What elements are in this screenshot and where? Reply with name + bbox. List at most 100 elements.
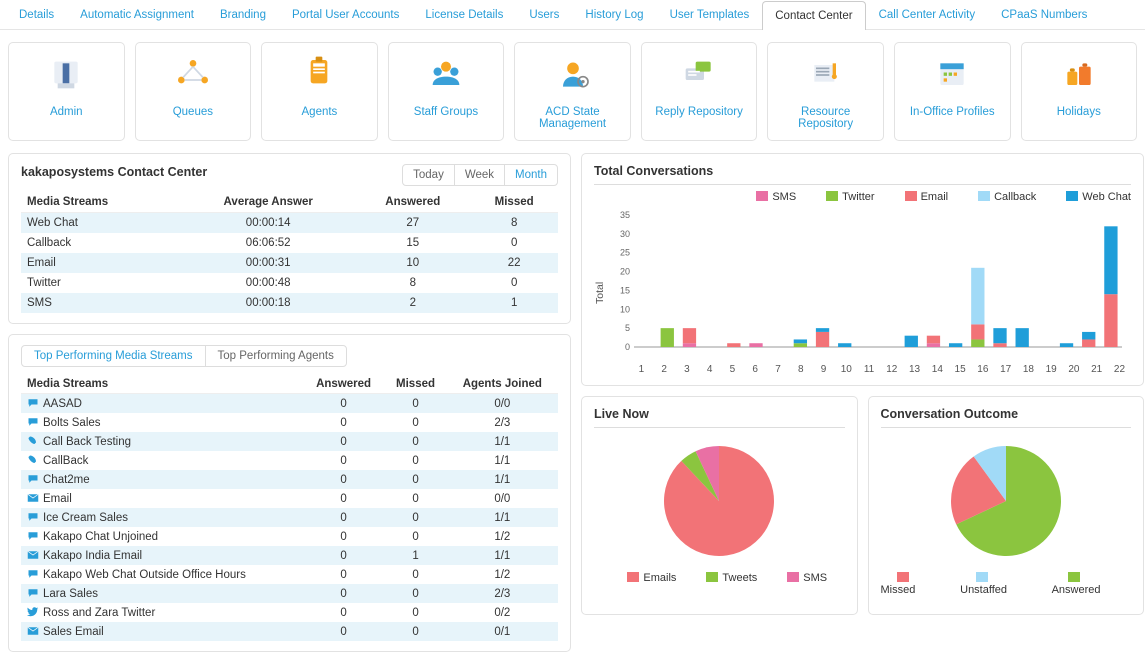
card-inoffice[interactable]: In-Office Profiles: [894, 42, 1011, 141]
tab-cpaas-numbers[interactable]: CPaaS Numbers: [988, 0, 1100, 29]
total-conversations-ylabel: Total: [594, 211, 606, 375]
tp-row[interactable]: Email000/0: [21, 489, 558, 508]
svg-text:35: 35: [620, 211, 630, 220]
summary-col: Missed: [470, 192, 558, 213]
legend-item: Tweets: [690, 572, 757, 584]
tp-row[interactable]: Bolts Sales002/3: [21, 413, 558, 432]
total-conversations-chart: 0 5 10 15 20 25 30 35: [606, 211, 1126, 361]
card-label: Staff Groups: [393, 106, 500, 118]
card-label: ACD State Management: [519, 106, 626, 130]
summary-col: Answered: [355, 192, 470, 213]
tp-tab-0[interactable]: Top Performing Media Streams: [22, 346, 205, 366]
outcome-title: Conversation Outcome: [881, 407, 1132, 428]
summary-table: Media StreamsAverage AnswerAnsweredMisse…: [21, 192, 558, 313]
summary-row[interactable]: Web Chat00:00:14278: [21, 213, 558, 234]
card-label: Queues: [140, 106, 247, 118]
summary-row[interactable]: Email00:00:311022: [21, 253, 558, 273]
tab-branding[interactable]: Branding: [207, 0, 279, 29]
summary-row[interactable]: Callback06:06:52150: [21, 233, 558, 253]
card-acd[interactable]: ACD State Management: [514, 42, 631, 141]
pie-row: Live Now Emails Tweets SMS Conversation Ou…: [581, 396, 1144, 615]
summary-panel: kakaposystems Contact Center TodayWeekMo…: [8, 153, 571, 324]
live-now-panel: Live Now Emails Tweets SMS: [581, 396, 858, 615]
tab-user-templates[interactable]: User Templates: [657, 0, 763, 29]
svg-text:30: 30: [620, 229, 630, 239]
range-today[interactable]: Today: [403, 165, 454, 185]
card-resource[interactable]: Resource Repository: [767, 42, 884, 141]
tp-tab-1[interactable]: Top Performing Agents: [205, 346, 346, 366]
card-reply[interactable]: Reply Repository: [641, 42, 758, 141]
tp-row[interactable]: Sales Email000/1: [21, 622, 558, 641]
summary-row[interactable]: SMS00:00:1821: [21, 293, 558, 313]
card-queues[interactable]: Queues: [135, 42, 252, 141]
tp-row[interactable]: Ice Cream Sales001/1: [21, 508, 558, 527]
card-label: Holidays: [1026, 106, 1133, 118]
total-conversations-legend: SMS Twitter Email Callback Web Chat: [594, 191, 1131, 203]
icon-card-row: Admin Queues Agents Staff Groups ACD State M…: [0, 30, 1145, 153]
card-label: Reply Repository: [646, 106, 753, 118]
tp-row[interactable]: AASAD000/0: [21, 394, 558, 414]
tp-row[interactable]: Ross and Zara Twitter000/2: [21, 603, 558, 622]
legend-item: Twitter: [810, 191, 874, 203]
legend-item: Email: [889, 191, 949, 203]
card-label: Admin: [13, 106, 120, 118]
legend-item: SMS: [740, 191, 796, 203]
live-now-title: Live Now: [594, 407, 845, 428]
summary-title: kakaposystems Contact Center: [21, 165, 207, 179]
range-week[interactable]: Week: [454, 165, 504, 185]
range-month[interactable]: Month: [504, 165, 557, 185]
top-tabs: DetailsAutomatic AssignmentBrandingPorta…: [0, 0, 1145, 30]
card-admin[interactable]: Admin: [8, 42, 125, 141]
tab-history-log[interactable]: History Log: [572, 0, 656, 29]
svg-text:5: 5: [625, 323, 630, 333]
total-conversations-title: Total Conversations: [594, 164, 1131, 185]
summary-col: Media Streams: [21, 192, 181, 213]
svg-text:20: 20: [620, 267, 630, 277]
svg-text:15: 15: [620, 285, 630, 295]
svg-text:0: 0: [625, 342, 630, 352]
outcome-legend: Missed Unstaffed Answered: [881, 572, 1132, 596]
legend-item: Missed: [881, 572, 947, 596]
legend-item: Emails: [611, 572, 676, 584]
tp-row[interactable]: Kakapo India Email011/1: [21, 546, 558, 565]
main-grid: kakaposystems Contact Center TodayWeekMo…: [0, 153, 1145, 664]
summary-col: Average Answer: [181, 192, 355, 213]
legend-item: Callback: [962, 191, 1036, 203]
tp-row[interactable]: CallBack001/1: [21, 451, 558, 470]
card-label: Agents: [266, 106, 373, 118]
legend-item: Answered: [1052, 572, 1131, 596]
top-performing-panel: Top Performing Media StreamsTop Performi…: [8, 334, 571, 652]
card-label: Resource Repository: [772, 106, 879, 130]
tp-row[interactable]: Kakapo Web Chat Outside Office Hours001/…: [21, 565, 558, 584]
tab-automatic-assignment[interactable]: Automatic Assignment: [67, 0, 207, 29]
total-conversations-xticks: 12345678910111213141516171819202122: [630, 364, 1131, 375]
svg-text:25: 25: [620, 248, 630, 258]
top-performing-table: Media StreamsAnsweredMissedAgents Joined…: [21, 375, 558, 641]
range-buttons: TodayWeekMonth: [402, 164, 558, 186]
card-label: In-Office Profiles: [899, 106, 1006, 118]
outcome-panel: Conversation Outcome Missed Unstaffed Answ…: [868, 396, 1145, 615]
tab-call-center-activity[interactable]: Call Center Activity: [866, 0, 989, 29]
tab-portal-user-accounts[interactable]: Portal User Accounts: [279, 0, 412, 29]
top-performing-tabs: Top Performing Media StreamsTop Performi…: [21, 345, 347, 367]
live-now-legend: Emails Tweets SMS: [594, 572, 845, 584]
card-agents[interactable]: Agents: [261, 42, 378, 141]
legend-item: Web Chat: [1050, 191, 1131, 203]
summary-row[interactable]: Twitter00:00:4880: [21, 273, 558, 293]
tab-license-details[interactable]: License Details: [412, 0, 516, 29]
legend-item: SMS: [771, 572, 827, 584]
tp-row[interactable]: Kakapo Chat Unjoined001/2: [21, 527, 558, 546]
outcome-pie: [931, 436, 1081, 566]
card-staff[interactable]: Staff Groups: [388, 42, 505, 141]
card-holidays[interactable]: Holidays: [1021, 42, 1138, 141]
svg-text:10: 10: [620, 304, 630, 314]
tab-users[interactable]: Users: [516, 0, 572, 29]
tab-details[interactable]: Details: [6, 0, 67, 29]
tab-contact-center[interactable]: Contact Center: [762, 1, 865, 30]
tp-row[interactable]: Lara Sales002/3: [21, 584, 558, 603]
total-conversations-panel: Total Conversations SMS Twitter Email Callb…: [581, 153, 1144, 386]
tp-row[interactable]: Call Back Testing001/1: [21, 432, 558, 451]
legend-item: Unstaffed: [960, 572, 1037, 596]
tp-row[interactable]: Chat2me001/1: [21, 470, 558, 489]
live-now-pie: [644, 436, 794, 566]
